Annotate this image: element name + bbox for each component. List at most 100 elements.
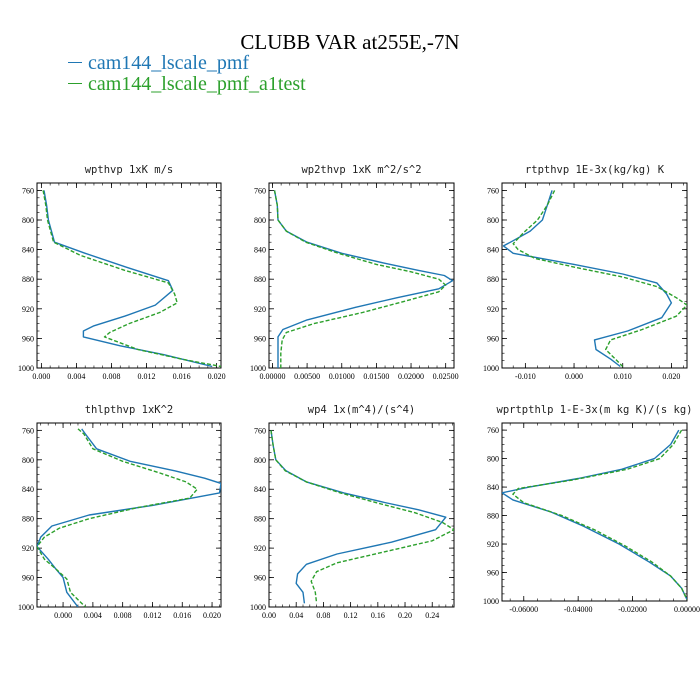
x-tick-label: 0.01500: [363, 372, 389, 381]
series-line-2: [42, 190, 221, 368]
x-tick-label: 0.010: [614, 372, 632, 381]
y-tick-label: 880: [487, 275, 499, 284]
series-line-2: [270, 430, 454, 604]
y-tick-label: 760: [487, 426, 499, 435]
y-tick-label: 1000: [250, 364, 266, 373]
plot-frame: [501, 182, 688, 369]
y-tick-label: 800: [254, 456, 266, 465]
y-tick-label: 840: [22, 485, 34, 494]
x-tick-label: 0.016: [173, 611, 191, 620]
plot-frame: [268, 182, 455, 369]
y-tick-label: 800: [254, 216, 266, 225]
y-tick-label: 880: [254, 275, 266, 284]
y-tick-label: 960: [254, 574, 266, 583]
y-tick-label: 960: [22, 334, 34, 343]
y-tick-label: 800: [487, 455, 499, 464]
x-tick-label: -0.04000: [564, 605, 593, 614]
legend-line-series1: [68, 61, 82, 63]
series-line-2: [37, 428, 198, 607]
series-line-1: [270, 430, 447, 604]
x-tick-label: 0.00500: [294, 372, 320, 381]
series-line-1: [273, 190, 454, 368]
y-tick-label: 840: [254, 246, 266, 255]
x-tick-label: 0.020: [662, 372, 680, 381]
x-tick-label: 0.004: [67, 372, 85, 381]
figure-title: CLUBB VAR at255E,-7N: [240, 30, 460, 54]
y-tick-label: 880: [22, 275, 34, 284]
x-tick-label: 0.00000: [259, 372, 285, 381]
chart-panel-2: wp2thvp 1xK m^2/s^2 760 800 840 880 920 960 100…: [250, 164, 459, 381]
plot-frame: [501, 422, 688, 602]
legend-entry-series2: cam144_lscale_pmf_a1test: [68, 73, 306, 96]
y-tick-label: 920: [487, 305, 499, 314]
x-tick-label: 0.04: [289, 611, 303, 620]
x-tick-label: -0.010: [515, 372, 536, 381]
y-tick-label: 1000: [483, 364, 499, 373]
series-line-1: [502, 190, 673, 368]
y-tick-label: 960: [22, 574, 34, 583]
x-tick-label: 0.008: [114, 611, 132, 620]
panel-title: thlpthvp 1xK^2: [85, 404, 174, 416]
y-tick-label: 880: [254, 515, 266, 524]
x-tick-label: 0.01000: [329, 372, 355, 381]
series-line-1: [37, 428, 221, 607]
series-line-1: [502, 429, 687, 600]
y-tick-label: 800: [22, 456, 34, 465]
x-tick-label: 0.020: [208, 372, 226, 381]
x-tick-label: 0.012: [143, 611, 161, 620]
y-tick-label: 1000: [18, 364, 34, 373]
x-tick-label: -0.02000: [618, 605, 647, 614]
y-tick-label: 960: [254, 334, 266, 343]
x-tick-label: 0.24: [425, 611, 439, 620]
x-tick-label: 0.08: [316, 611, 330, 620]
x-tick-label: 0.00: [262, 611, 276, 620]
x-tick-label: 0.016: [173, 372, 191, 381]
series-line-2: [512, 190, 687, 367]
chart-panel-1: wpthvp 1xK m/s76080084088092096010000.00…: [18, 164, 226, 381]
chart-panel-3: rtpthvp 1E-3x(kg/kg) K 760 800 840 880 920 960…: [483, 164, 688, 381]
chart-panel-6: wprtpthlp 1-E-3x(m kg K)/(s kg) 760 800 840…: [483, 404, 700, 614]
series-line-2: [512, 429, 687, 600]
y-tick-label: 1000: [483, 597, 499, 606]
y-tick-label: 880: [487, 512, 499, 521]
x-tick-label: 0.16: [371, 611, 385, 620]
y-tick-label: 920: [22, 305, 34, 314]
y-tick-label: 1000: [18, 603, 34, 612]
series-line-2: [273, 190, 447, 368]
legend-label-series2: cam144_lscale_pmf_a1test: [88, 73, 306, 95]
x-tick-label: 0.02500: [433, 372, 459, 381]
panel-title: wp2thvp 1xK m^2/s^2: [301, 164, 421, 176]
x-tick-label: 0.000: [32, 372, 50, 381]
legend-label-series1: cam144_lscale_pmf: [88, 52, 250, 74]
x-tick-label: 0.20: [398, 611, 412, 620]
y-tick-label: 920: [254, 305, 266, 314]
y-tick-label: 960: [487, 569, 499, 578]
x-tick-label: -0.06000: [509, 605, 538, 614]
y-tick-label: 880: [22, 515, 34, 524]
chart-panel-5: wp4 1x(m^4)/(s^4)76080084088092096010000…: [250, 404, 455, 620]
x-tick-label: 0.004: [84, 611, 102, 620]
x-tick-label: 0.008: [102, 372, 120, 381]
legend-entry-series1: cam144_lscale_pmf: [68, 52, 249, 75]
y-tick-label: 800: [487, 216, 499, 225]
y-tick-label: 800: [22, 216, 34, 225]
legend-line-series2: [68, 82, 82, 84]
panel-title: wpthvp 1xK m/s: [85, 164, 174, 176]
y-tick-label: 840: [487, 483, 499, 492]
x-tick-label: 0.020: [203, 611, 221, 620]
panel-title: wprtpthlp 1-E-3x(m kg K)/(s kg): [497, 404, 693, 416]
plot-frame: [268, 422, 455, 608]
y-tick-label: 960: [487, 334, 499, 343]
y-tick-label: 920: [22, 544, 34, 553]
y-tick-label: 760: [22, 186, 34, 195]
y-tick-label: 760: [254, 186, 266, 195]
y-tick-label: 760: [22, 426, 34, 435]
plot-frame: [36, 182, 222, 369]
y-tick-label: 760: [487, 186, 499, 195]
y-tick-label: 1000: [250, 603, 266, 612]
panel-title: rtpthvp 1E-3x(kg/kg) K: [525, 164, 665, 176]
x-tick-label: 0.00000: [674, 605, 700, 614]
x-tick-label: 0.000: [54, 611, 72, 620]
